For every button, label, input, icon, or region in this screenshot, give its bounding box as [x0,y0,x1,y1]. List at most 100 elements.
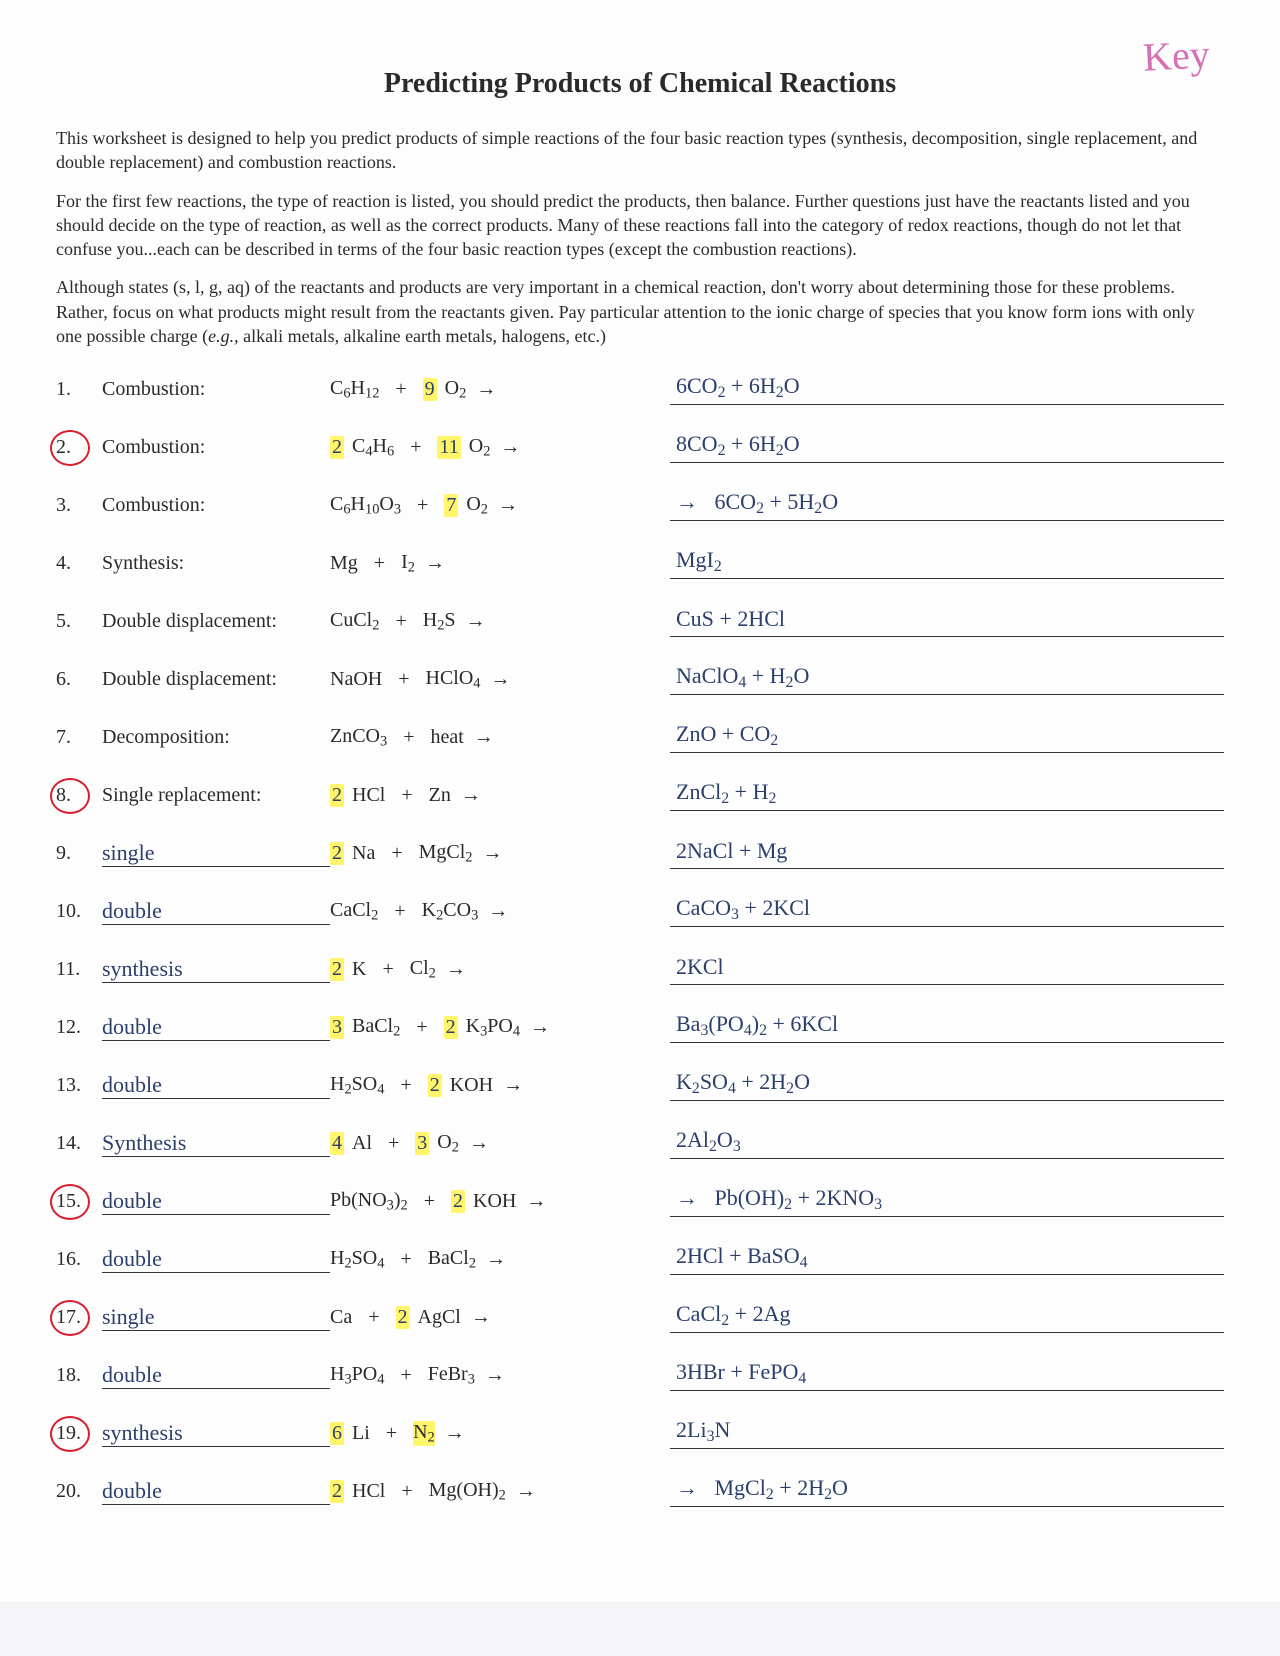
reactants: 4Al+3O2→ [330,1131,670,1157]
products-answer: CaCO3 + 2KCl [670,895,1224,927]
coefficient: 2 [330,958,344,981]
products-answer: 3HBr + FePO4 [670,1359,1224,1391]
plus-sign: + [395,378,406,401]
problem-number: 17. [56,1306,102,1329]
products-answer: 2Li3N [670,1417,1224,1449]
coefficient: 6 [330,1422,344,1445]
reactant-1: Na [352,842,375,865]
reactant-2: Cl2 [410,957,436,983]
problem-row: 6.Double displacement:NaOH+HClO4→NaClO4 … [56,662,1224,696]
problem-number: 3. [56,494,102,517]
reactant-2: I2 [401,551,415,577]
intro-p1: This worksheet is designed to help you p… [56,126,1224,175]
plus-sign: + [416,1016,427,1039]
plus-sign: + [400,1248,411,1271]
problem-number: 14. [56,1132,102,1155]
reaction-type: Synthesis: [102,552,330,575]
coefficient: 2 [330,842,344,865]
reaction-type: single [102,840,330,867]
reactant-1: ZnCO3 [330,725,387,751]
products-answer: 2NaCl + Mg [670,838,1224,869]
plus-sign: + [382,958,393,981]
reactants: C6H10O3+7O2→ [330,493,670,519]
reactants: 2C4H6+11O2→ [330,435,670,461]
products-answer: Ba3(PO4)2 + 6KCl [670,1011,1224,1043]
reaction-type: double [102,1072,330,1099]
problem-number: 4. [56,552,102,575]
reactant-2: O2 [466,493,488,519]
arrow-icon: → [471,1306,491,1329]
plus-sign: + [391,842,402,865]
reactant-2: K3PO4 [466,1015,520,1041]
problem-row: 3.Combustion:C6H10O3+7O2→→ 6CO2 + 5H2O [56,488,1224,522]
problem-number: 12. [56,1016,102,1039]
problem-number: 6. [56,668,102,691]
arrow-icon: → [488,900,508,923]
arrow-icon: → [425,552,445,575]
plus-sign: + [398,668,409,691]
reactant-2: O2 [469,435,491,461]
reactant-1: Li [352,1422,370,1445]
problem-row: 8.Single replacement:2HCl+Zn→ZnCl2 + H2 [56,778,1224,812]
reactants: NaOH+HClO4→ [330,667,670,693]
arrow-icon: → [498,494,518,517]
reactants: H3PO4+FeBr3→ [330,1363,670,1389]
reactant-1: H2SO4 [330,1073,384,1099]
reactant-1: Pb(NO3)2 [330,1189,408,1215]
reaction-type: Double displacement: [102,610,330,633]
reactants: C6H12+9O2→ [330,377,670,403]
products-answer: → MgCl2 + 2H2O [670,1475,1224,1507]
coefficient: 2 [330,1480,344,1503]
products-answer: NaClO4 + H2O [670,663,1224,695]
products-answer: 2HCl + BaSO4 [670,1243,1224,1275]
intro-p2: For the first few reactions, the type of… [56,189,1224,262]
arrow-icon: → [516,1480,536,1503]
reaction-type: synthesis [102,956,330,983]
plus-sign: + [386,1422,397,1445]
arrow-icon: → [466,610,486,633]
arrow-icon: → [476,378,496,401]
reactant-1: HCl [352,1480,385,1503]
plus-sign: + [403,726,414,749]
arrow-icon: → [445,1422,465,1445]
reactants: Pb(NO3)2+2KOH→ [330,1189,670,1215]
reaction-type: double [102,1246,330,1273]
reactants: CaCl2+K2CO3→ [330,899,670,925]
problem-row: 19.synthesis6Li+N2→2Li3N [56,1416,1224,1450]
arrow-icon: → [486,1248,506,1271]
problem-row: 5.Double displacement:CuCl2+H2S→CuS + 2H… [56,604,1224,638]
reactant-2: HClO4 [426,667,481,693]
reactants: H2SO4+2KOH→ [330,1073,670,1099]
plus-sign: + [401,784,412,807]
reactants: 2K+Cl2→ [330,957,670,983]
reactant-2: MgCl2 [419,841,473,867]
reaction-type: double [102,1014,330,1041]
problem-row: 12.double3BaCl2+2K3PO4→Ba3(PO4)2 + 6KCl [56,1010,1224,1044]
problem-number: 19. [56,1422,102,1445]
problem-number: 1. [56,378,102,401]
reactants: Ca+2AgCl→ [330,1306,670,1329]
reactants: CuCl2+H2S→ [330,609,670,635]
products-answer: CaCl2 + 2Ag [670,1301,1224,1333]
reaction-type: Combustion: [102,436,330,459]
reactant-1: Ca [330,1306,352,1329]
reactant-1: CaCl2 [330,899,378,925]
reactants: Mg+I2→ [330,551,670,577]
coefficient: 11 [437,436,460,459]
problem-row: 13.doubleH2SO4+2KOH→K2SO4 + 2H2O [56,1068,1224,1102]
reactant-1: BaCl2 [352,1015,400,1041]
reactant-2: KOH [450,1074,493,1097]
problem-number: 15. [56,1190,102,1213]
reaction-type: double [102,1362,330,1389]
coefficient: 2 [444,1016,458,1039]
problem-number: 16. [56,1248,102,1271]
plus-sign: + [417,494,428,517]
products-answer: 6CO2 + 6H2O [670,373,1224,405]
products-answer: → 6CO2 + 5H2O [670,489,1224,521]
coefficient: 4 [330,1132,344,1155]
arrow-icon: → [500,436,520,459]
reaction-type: Synthesis [102,1130,330,1157]
reactant-2: FeBr3 [428,1363,475,1389]
reaction-type: Decomposition: [102,726,330,749]
problem-number: 7. [56,726,102,749]
